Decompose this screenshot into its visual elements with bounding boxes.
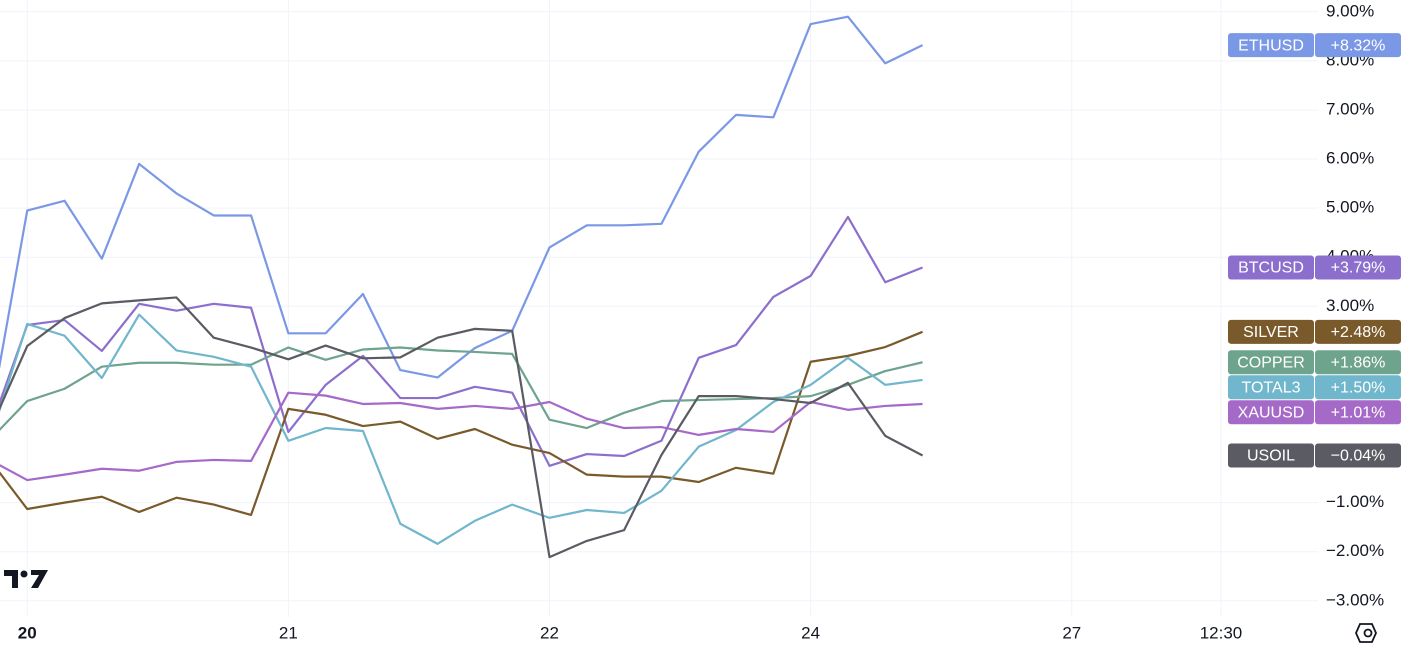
series-line	[0, 215, 923, 467]
value-box	[1315, 319, 1401, 344]
x-tick-label: 27	[1062, 623, 1081, 642]
x-tick-label: 12:30	[1200, 623, 1243, 642]
value-box	[1315, 255, 1401, 280]
series-label: BTCUSD +3.79%	[1228, 255, 1401, 280]
x-tick-label: 21	[279, 623, 298, 642]
plot-lines	[0, 15, 924, 559]
series-value-label: +1.01%	[1331, 404, 1386, 421]
series-value-label: +8.32%	[1331, 37, 1386, 54]
series-label: COPPER +1.86%	[1228, 350, 1401, 375]
series-name: USOIL	[1247, 448, 1295, 465]
value-box	[1315, 350, 1401, 375]
name-box	[1228, 33, 1314, 58]
y-tick-label: 3.00%	[1326, 296, 1374, 315]
series-name: XAUUSD	[1238, 404, 1305, 421]
grid	[0, 0, 1318, 617]
series-value-label: +2.48%	[1331, 324, 1386, 341]
name-box	[1228, 400, 1314, 425]
series-label: TOTAL3 +1.50%	[1228, 375, 1401, 400]
y-tick-label: −2.00%	[1326, 541, 1384, 560]
y-tick-label: −1.00%	[1326, 492, 1384, 511]
value-box	[1315, 375, 1401, 400]
settings-button[interactable]	[1355, 623, 1377, 643]
y-tick-label: −3.00%	[1326, 590, 1384, 609]
series-label: USOIL −0.04%	[1228, 443, 1401, 468]
axes: 9.00%8.00%7.00%6.00%5.00%4.00%3.00%−1.00…	[18, 1, 1384, 642]
series-line	[0, 330, 923, 516]
series-value-label: +1.50%	[1331, 379, 1386, 396]
series-line	[0, 346, 923, 431]
series-name: SILVER	[1243, 324, 1299, 341]
series-line	[0, 313, 923, 545]
series-label: XAUUSD +1.01%	[1228, 400, 1401, 425]
name-box	[1228, 319, 1314, 344]
tradingview-logo	[4, 570, 48, 588]
series-name: BTCUSD	[1238, 260, 1304, 277]
series-value-label: +3.79%	[1331, 260, 1386, 277]
y-tick-label: 7.00%	[1326, 99, 1374, 118]
series-line	[0, 15, 924, 379]
last-value-labels: ETHUSD +8.32% BTCUSD +3.79% SILVER +2.48% COPP…	[1228, 33, 1401, 468]
series-label: SILVER +2.48%	[1228, 319, 1401, 344]
series-name: TOTAL3	[1242, 379, 1301, 396]
value-box	[1315, 443, 1401, 468]
y-tick-label: 6.00%	[1326, 149, 1374, 168]
x-tick-label: 24	[801, 623, 820, 642]
series-label: ETHUSD +8.32%	[1228, 33, 1401, 58]
value-box	[1315, 400, 1401, 425]
y-tick-label: 5.00%	[1326, 198, 1374, 217]
x-tick-label: 20	[18, 623, 37, 642]
series-line	[0, 296, 924, 559]
name-box	[1228, 255, 1314, 280]
series-line	[0, 391, 923, 482]
name-box	[1228, 443, 1314, 468]
x-tick-label: 22	[540, 623, 559, 642]
series-name: ETHUSD	[1238, 37, 1304, 54]
name-box	[1228, 350, 1314, 375]
series-value-label: +1.86%	[1331, 354, 1386, 371]
value-box	[1315, 33, 1401, 58]
name-box	[1228, 375, 1314, 400]
series-value-label: −0.04%	[1331, 448, 1386, 465]
series-name: COPPER	[1237, 354, 1305, 371]
y-tick-label: 9.00%	[1326, 1, 1374, 20]
